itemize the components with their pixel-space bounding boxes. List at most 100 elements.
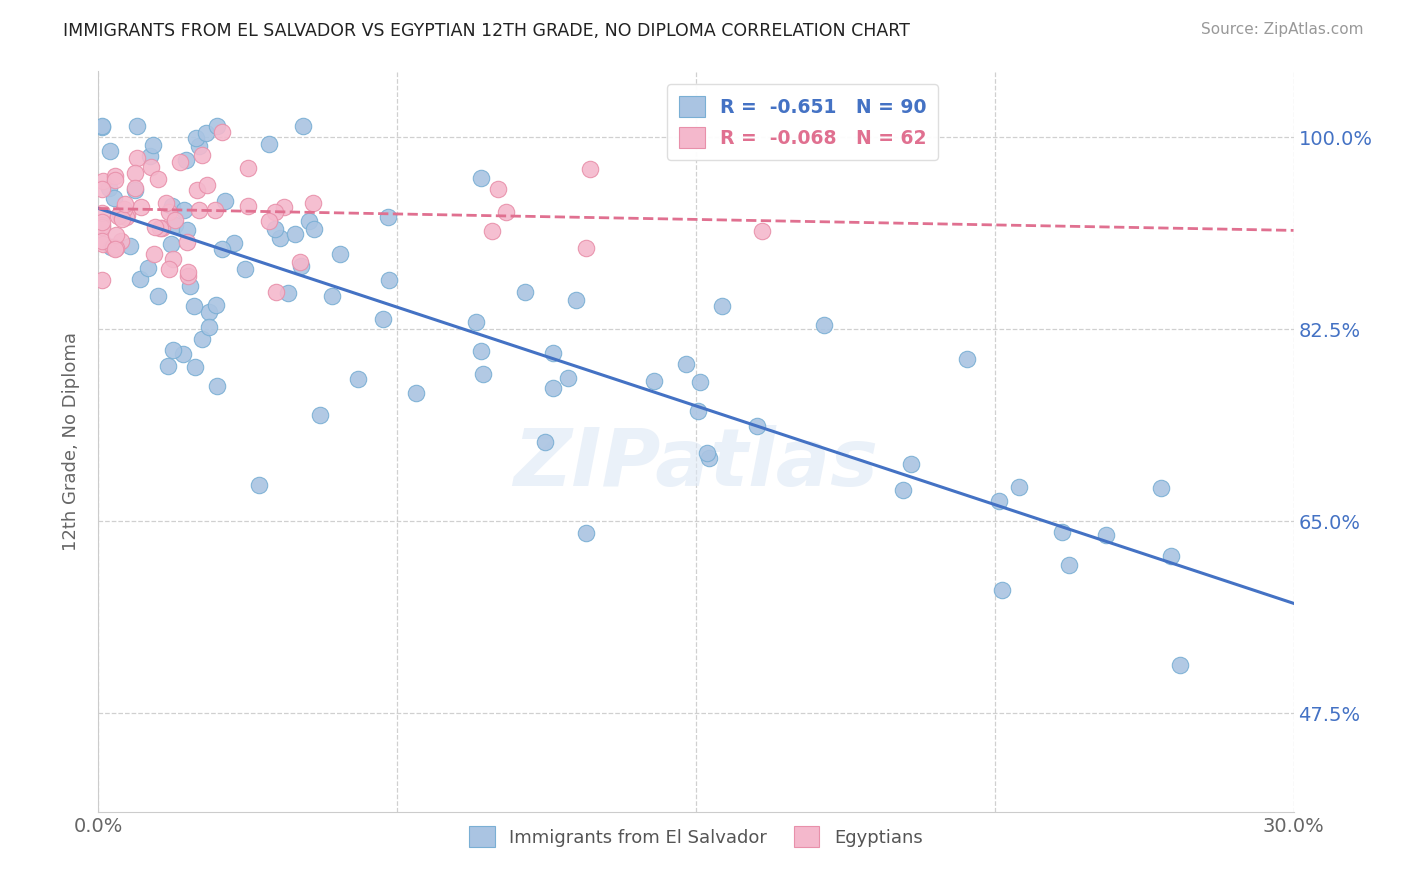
- Text: Source: ZipAtlas.com: Source: ZipAtlas.com: [1201, 22, 1364, 37]
- Point: [711, 299, 734, 313]
- Point: [233, 262, 256, 277]
- Point: [157, 205, 180, 219]
- Point: [751, 224, 773, 238]
- Point: [162, 252, 184, 267]
- Point: [688, 404, 710, 418]
- Point: [104, 242, 127, 256]
- Point: [115, 208, 138, 222]
- Point: [107, 209, 129, 223]
- Legend: Immigrants from El Salvador, Egyptians: Immigrants from El Salvador, Egyptians: [463, 819, 929, 855]
- Point: [302, 221, 325, 235]
- Point: [195, 178, 218, 192]
- Point: [643, 374, 665, 388]
- Point: [129, 271, 152, 285]
- Point: [696, 446, 718, 460]
- Point: [565, 293, 588, 307]
- Point: [194, 126, 217, 140]
- Point: [377, 273, 399, 287]
- Point: [139, 160, 162, 174]
- Point: [579, 162, 602, 177]
- Point: [747, 419, 769, 434]
- Point: [125, 119, 148, 133]
- Point: [91, 214, 114, 228]
- Point: [159, 262, 181, 277]
- Point: [257, 214, 280, 228]
- Point: [176, 235, 198, 250]
- Point: [91, 236, 114, 251]
- Point: [205, 379, 228, 393]
- Point: [98, 181, 121, 195]
- Point: [257, 136, 280, 151]
- Point: [179, 279, 201, 293]
- Y-axis label: 12th Grade, No Diploma: 12th Grade, No Diploma: [62, 332, 80, 551]
- Point: [297, 214, 319, 228]
- Point: [290, 259, 312, 273]
- Point: [142, 138, 165, 153]
- Point: [987, 493, 1010, 508]
- Point: [541, 345, 564, 359]
- Point: [186, 131, 208, 145]
- Point: [163, 219, 186, 233]
- Point: [129, 200, 152, 214]
- Point: [186, 183, 208, 197]
- Point: [222, 235, 245, 250]
- Point: [263, 221, 285, 235]
- Point: [142, 247, 165, 261]
- Point: [263, 204, 285, 219]
- Point: [495, 204, 517, 219]
- Point: [176, 265, 198, 279]
- Point: [900, 457, 922, 471]
- Point: [91, 220, 114, 235]
- Point: [371, 312, 394, 326]
- Point: [956, 351, 979, 366]
- Point: [699, 451, 721, 466]
- Point: [813, 318, 835, 332]
- Point: [198, 320, 221, 334]
- Point: [162, 343, 184, 358]
- Point: [160, 199, 183, 213]
- Point: [273, 200, 295, 214]
- Point: [143, 219, 166, 234]
- Point: [91, 120, 114, 134]
- Point: [471, 367, 494, 381]
- Point: [513, 285, 536, 300]
- Point: [155, 195, 177, 210]
- Point: [481, 224, 503, 238]
- Point: [127, 151, 149, 165]
- Point: [124, 183, 146, 197]
- Point: [183, 299, 205, 313]
- Point: [575, 241, 598, 255]
- Point: [284, 227, 307, 242]
- Point: [288, 255, 311, 269]
- Point: [191, 332, 214, 346]
- Point: [405, 386, 427, 401]
- Text: ZIPatlas: ZIPatlas: [513, 425, 879, 503]
- Point: [1160, 549, 1182, 564]
- Point: [124, 181, 146, 195]
- Point: [277, 285, 299, 300]
- Point: [148, 289, 170, 303]
- Point: [534, 434, 557, 449]
- Point: [377, 210, 399, 224]
- Point: [1095, 527, 1118, 541]
- Point: [329, 247, 352, 261]
- Point: [470, 170, 492, 185]
- Point: [105, 241, 128, 255]
- Point: [557, 371, 579, 385]
- Point: [120, 239, 142, 253]
- Point: [163, 213, 186, 227]
- Point: [177, 268, 200, 283]
- Point: [146, 172, 169, 186]
- Point: [156, 359, 179, 373]
- Point: [108, 208, 131, 222]
- Point: [110, 234, 132, 248]
- Point: [575, 526, 598, 541]
- Point: [470, 344, 492, 359]
- Point: [541, 381, 564, 395]
- Point: [198, 304, 221, 318]
- Point: [100, 240, 122, 254]
- Point: [149, 220, 172, 235]
- Point: [176, 223, 198, 237]
- Point: [991, 582, 1014, 597]
- Point: [183, 359, 205, 374]
